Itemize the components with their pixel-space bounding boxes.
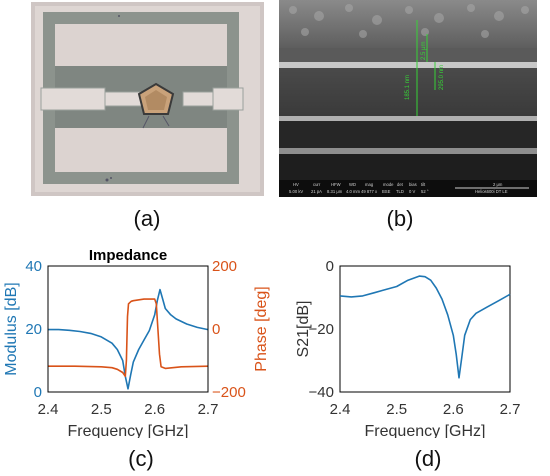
s21-plot-frame <box>339 265 511 393</box>
s21-xlabel: Frequency [GHz] <box>365 423 486 438</box>
optical-micrograph <box>31 2 264 196</box>
c-ytick-left-0: 0 <box>34 384 42 401</box>
impedance-x-ticks: 2.4 2.5 2.6 2.7 <box>38 401 219 418</box>
sem-footer-v1: 21 pA <box>311 189 322 194</box>
phase-series-line <box>48 298 209 378</box>
sem-footer-v3: 4.0 mm <box>346 189 360 194</box>
impedance-right-ticks: −200 0 200 <box>212 258 246 401</box>
impedance-plot-frame <box>47 265 209 393</box>
sem-footer-h7: bias <box>409 182 417 187</box>
sem-footer-h4: mag <box>365 182 374 187</box>
sem-footer-h6: det <box>397 182 404 187</box>
s21-y-ticks: 0 −20 −40 <box>309 258 334 401</box>
sem-footer-v6: TLD <box>396 189 404 194</box>
c-xtick-3: 2.7 <box>198 401 219 418</box>
sem-instrument: Helios600i DT LE <box>475 189 508 194</box>
sem-footer-h5: mode <box>383 182 394 187</box>
c-ytick-right-0: −200 <box>212 384 246 401</box>
sem-annotation-1: 185.1 nm <box>405 75 411 100</box>
sem-scale-label: 2 μm <box>493 182 503 187</box>
sem-footer-v0: 5.00 kV <box>289 189 303 194</box>
d-xtick-1: 2.5 <box>386 401 407 418</box>
d-ytick-2: −40 <box>309 384 334 401</box>
d-xtick-3: 2.7 <box>500 401 521 418</box>
sem-footer-h0: HV <box>293 182 299 187</box>
c-xtick-2: 2.6 <box>144 401 165 418</box>
sem-footer-v7: 0 V <box>409 189 415 194</box>
sem-footer-v5: BSE <box>382 189 391 194</box>
modulus-series-line <box>48 288 209 390</box>
panel-b-caption: (b) <box>386 206 414 231</box>
impedance-chart: Impedance 0 20 40 −200 0 200 2.4 2.5 2.6… <box>3 247 270 438</box>
c-xtick-0: 2.4 <box>38 401 59 418</box>
impedance-left-ticks: 0 20 40 <box>25 258 42 401</box>
sem-footer-v4: 49 877 x <box>361 189 378 194</box>
d-xtick-2: 2.6 <box>443 401 464 418</box>
sem-annotation-2: 2.5 μm <box>421 42 427 60</box>
s21-x-ticks: 2.4 2.5 2.6 2.7 <box>330 401 521 418</box>
impedance-ylabel-left: Modulus [dB] <box>3 282 20 375</box>
sem-footer-h2: HFW <box>331 182 341 187</box>
sem-image: 185.1 nm 2.5 μm 295.0 nm HV curr HFW WD … <box>279 0 537 197</box>
s21-chart: 0 −20 −40 2.4 2.5 2.6 2.7 Frequency [GHz… <box>295 258 521 438</box>
sem-footer-h1: curr <box>313 182 321 187</box>
c-ytick-right-1: 0 <box>212 321 220 338</box>
sem-footer-h3: WD <box>349 182 356 187</box>
sem-footer-v2: 8.31 μm <box>327 189 343 194</box>
sem-annotation-3: 295.0 nm <box>439 65 445 90</box>
impedance-ylabel-right: Phase [deg] <box>253 286 270 371</box>
c-xtick-1: 2.5 <box>91 401 112 418</box>
d-ytick-0: 0 <box>326 258 334 275</box>
c-ytick-left-2: 40 <box>25 258 42 275</box>
sem-footer-v8: 52 ° <box>421 189 429 194</box>
sem-footer-h8: tilt <box>421 182 426 187</box>
s21-ylabel: S21[dB] <box>295 301 312 358</box>
c-ytick-right-2: 200 <box>212 258 237 275</box>
panel-c-caption: (c) <box>128 446 154 471</box>
impedance-title: Impedance <box>89 247 167 264</box>
panel-a-caption: (a) <box>133 206 161 231</box>
s21-series-line <box>339 275 511 379</box>
d-xtick-0: 2.4 <box>330 401 351 418</box>
c-ytick-left-1: 20 <box>25 321 42 338</box>
panel-d-caption: (d) <box>414 446 442 471</box>
impedance-xlabel: Frequency [GHz] <box>68 423 189 438</box>
d-ytick-1: −20 <box>309 321 334 338</box>
